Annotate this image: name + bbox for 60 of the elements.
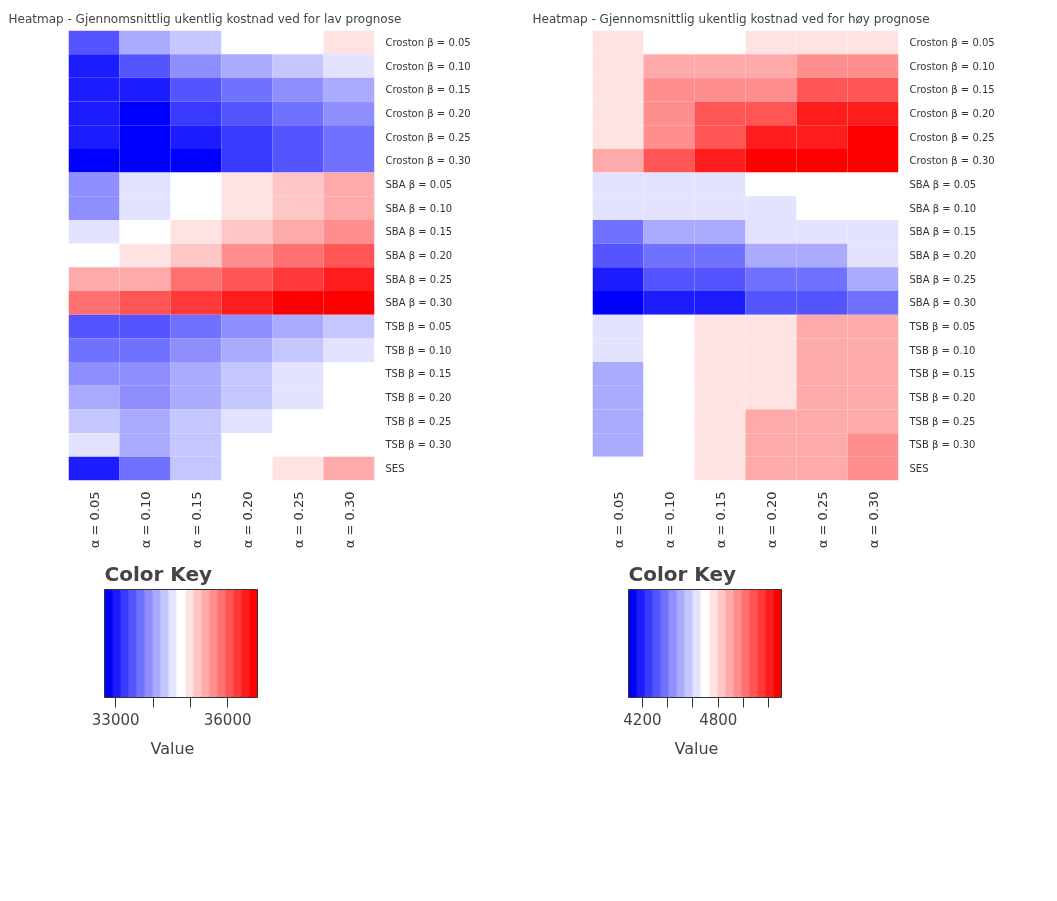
color-bar-label: 4200 — [623, 710, 662, 729]
y-tick-label: Croston β = 0.15 — [385, 84, 471, 96]
chart-title: Heatmap - Gjennomsnittlig ukentlig kostnad ved for høy prognose — [532, 11, 930, 26]
color-bar-label: 36000 — [203, 710, 252, 729]
y-tick-label: SES — [385, 463, 405, 475]
y-tick-label: SBA β = 0.30 — [385, 297, 453, 309]
y-tick-label: Croston β = 0.25 — [385, 131, 471, 143]
y-tick-label: TSB β = 0.10 — [908, 344, 976, 356]
color-bar-label: 33000 — [91, 710, 140, 729]
y-tick-label: TSB β = 0.15 — [908, 368, 976, 380]
x-tick-label: α = 0.25 — [290, 491, 306, 549]
y-tick-label: Croston β = 0.20 — [909, 107, 995, 119]
y-tick-label: Croston β = 0.25 — [909, 131, 995, 143]
y-tick-label: Croston β = 0.10 — [909, 60, 995, 72]
y-tick-label: SES — [909, 463, 929, 475]
x-tick-label: α = 0.30 — [865, 491, 881, 549]
y-tick-label: SBA β = 0.05 — [385, 178, 453, 190]
y-tick-label: SBA β = 0.10 — [909, 202, 977, 214]
y-tick-label: SBA β = 0.15 — [909, 226, 977, 238]
y-tick-label: TSB β = 0.15 — [384, 368, 452, 380]
color-bar-label: 4800 — [699, 710, 738, 729]
y-tick-label: SBA β = 0.05 — [909, 178, 977, 190]
y-tick-label: TSB β = 0.20 — [908, 392, 976, 404]
y-tick-label: TSB β = 0.05 — [908, 321, 976, 333]
x-tick-label: α = 0.10 — [661, 491, 677, 549]
y-tick-label: SBA β = 0.15 — [385, 226, 453, 238]
x-tick-label: α = 0.10 — [137, 491, 153, 549]
x-tick-label: α = 0.20 — [763, 491, 779, 549]
color-bar-title: Value — [674, 738, 719, 758]
x-tick-label: α = 0.20 — [239, 491, 255, 549]
y-tick-label: TSB β = 0.30 — [908, 439, 976, 451]
y-tick-label: Croston β = 0.30 — [385, 155, 471, 167]
y-tick-label: SBA β = 0.10 — [385, 202, 453, 214]
color-bar-title: Value — [150, 738, 195, 758]
y-tick-label: Croston β = 0.05 — [909, 36, 995, 48]
text: Color Key — [628, 561, 737, 586]
y-tick-label: SBA β = 0.20 — [909, 250, 977, 261]
x-tick-label: α = 0.15 — [188, 491, 204, 549]
y-tick-label: Croston β = 0.05 — [385, 36, 471, 48]
text: Color Key — [104, 561, 213, 586]
x-tick-label: α = 0.05 — [610, 491, 626, 549]
y-tick-label: SBA β = 0.20 — [385, 250, 453, 261]
y-tick-label: Croston β = 0.30 — [909, 155, 995, 167]
x-tick-label: α = 0.05 — [86, 491, 102, 549]
x-tick-label: α = 0.15 — [712, 491, 728, 549]
y-tick-label: TSB β = 0.10 — [384, 344, 452, 356]
x-tick-label: α = 0.30 — [341, 491, 357, 549]
x-tick-label: α = 0.25 — [814, 491, 830, 549]
y-tick-label: TSB β = 0.30 — [384, 439, 452, 451]
y-tick-label: TSB β = 0.05 — [384, 321, 452, 333]
y-tick-label: Croston β = 0.10 — [385, 60, 471, 72]
y-tick-label: SBA β = 0.25 — [909, 273, 977, 285]
y-tick-label: Croston β = 0.15 — [909, 84, 995, 96]
y-tick-label: TSB β = 0.20 — [384, 392, 452, 404]
y-tick-label: SBA β = 0.30 — [909, 297, 977, 309]
y-tick-label: SBA β = 0.25 — [385, 273, 453, 285]
y-tick-label: TSB β = 0.25 — [908, 415, 976, 427]
y-tick-label: Croston β = 0.20 — [385, 107, 471, 119]
chart-title: Heatmap - Gjennomsnittlig ukentlig kostnad ved for lav prognose — [8, 11, 402, 26]
y-tick-label: TSB β = 0.25 — [384, 415, 452, 427]
